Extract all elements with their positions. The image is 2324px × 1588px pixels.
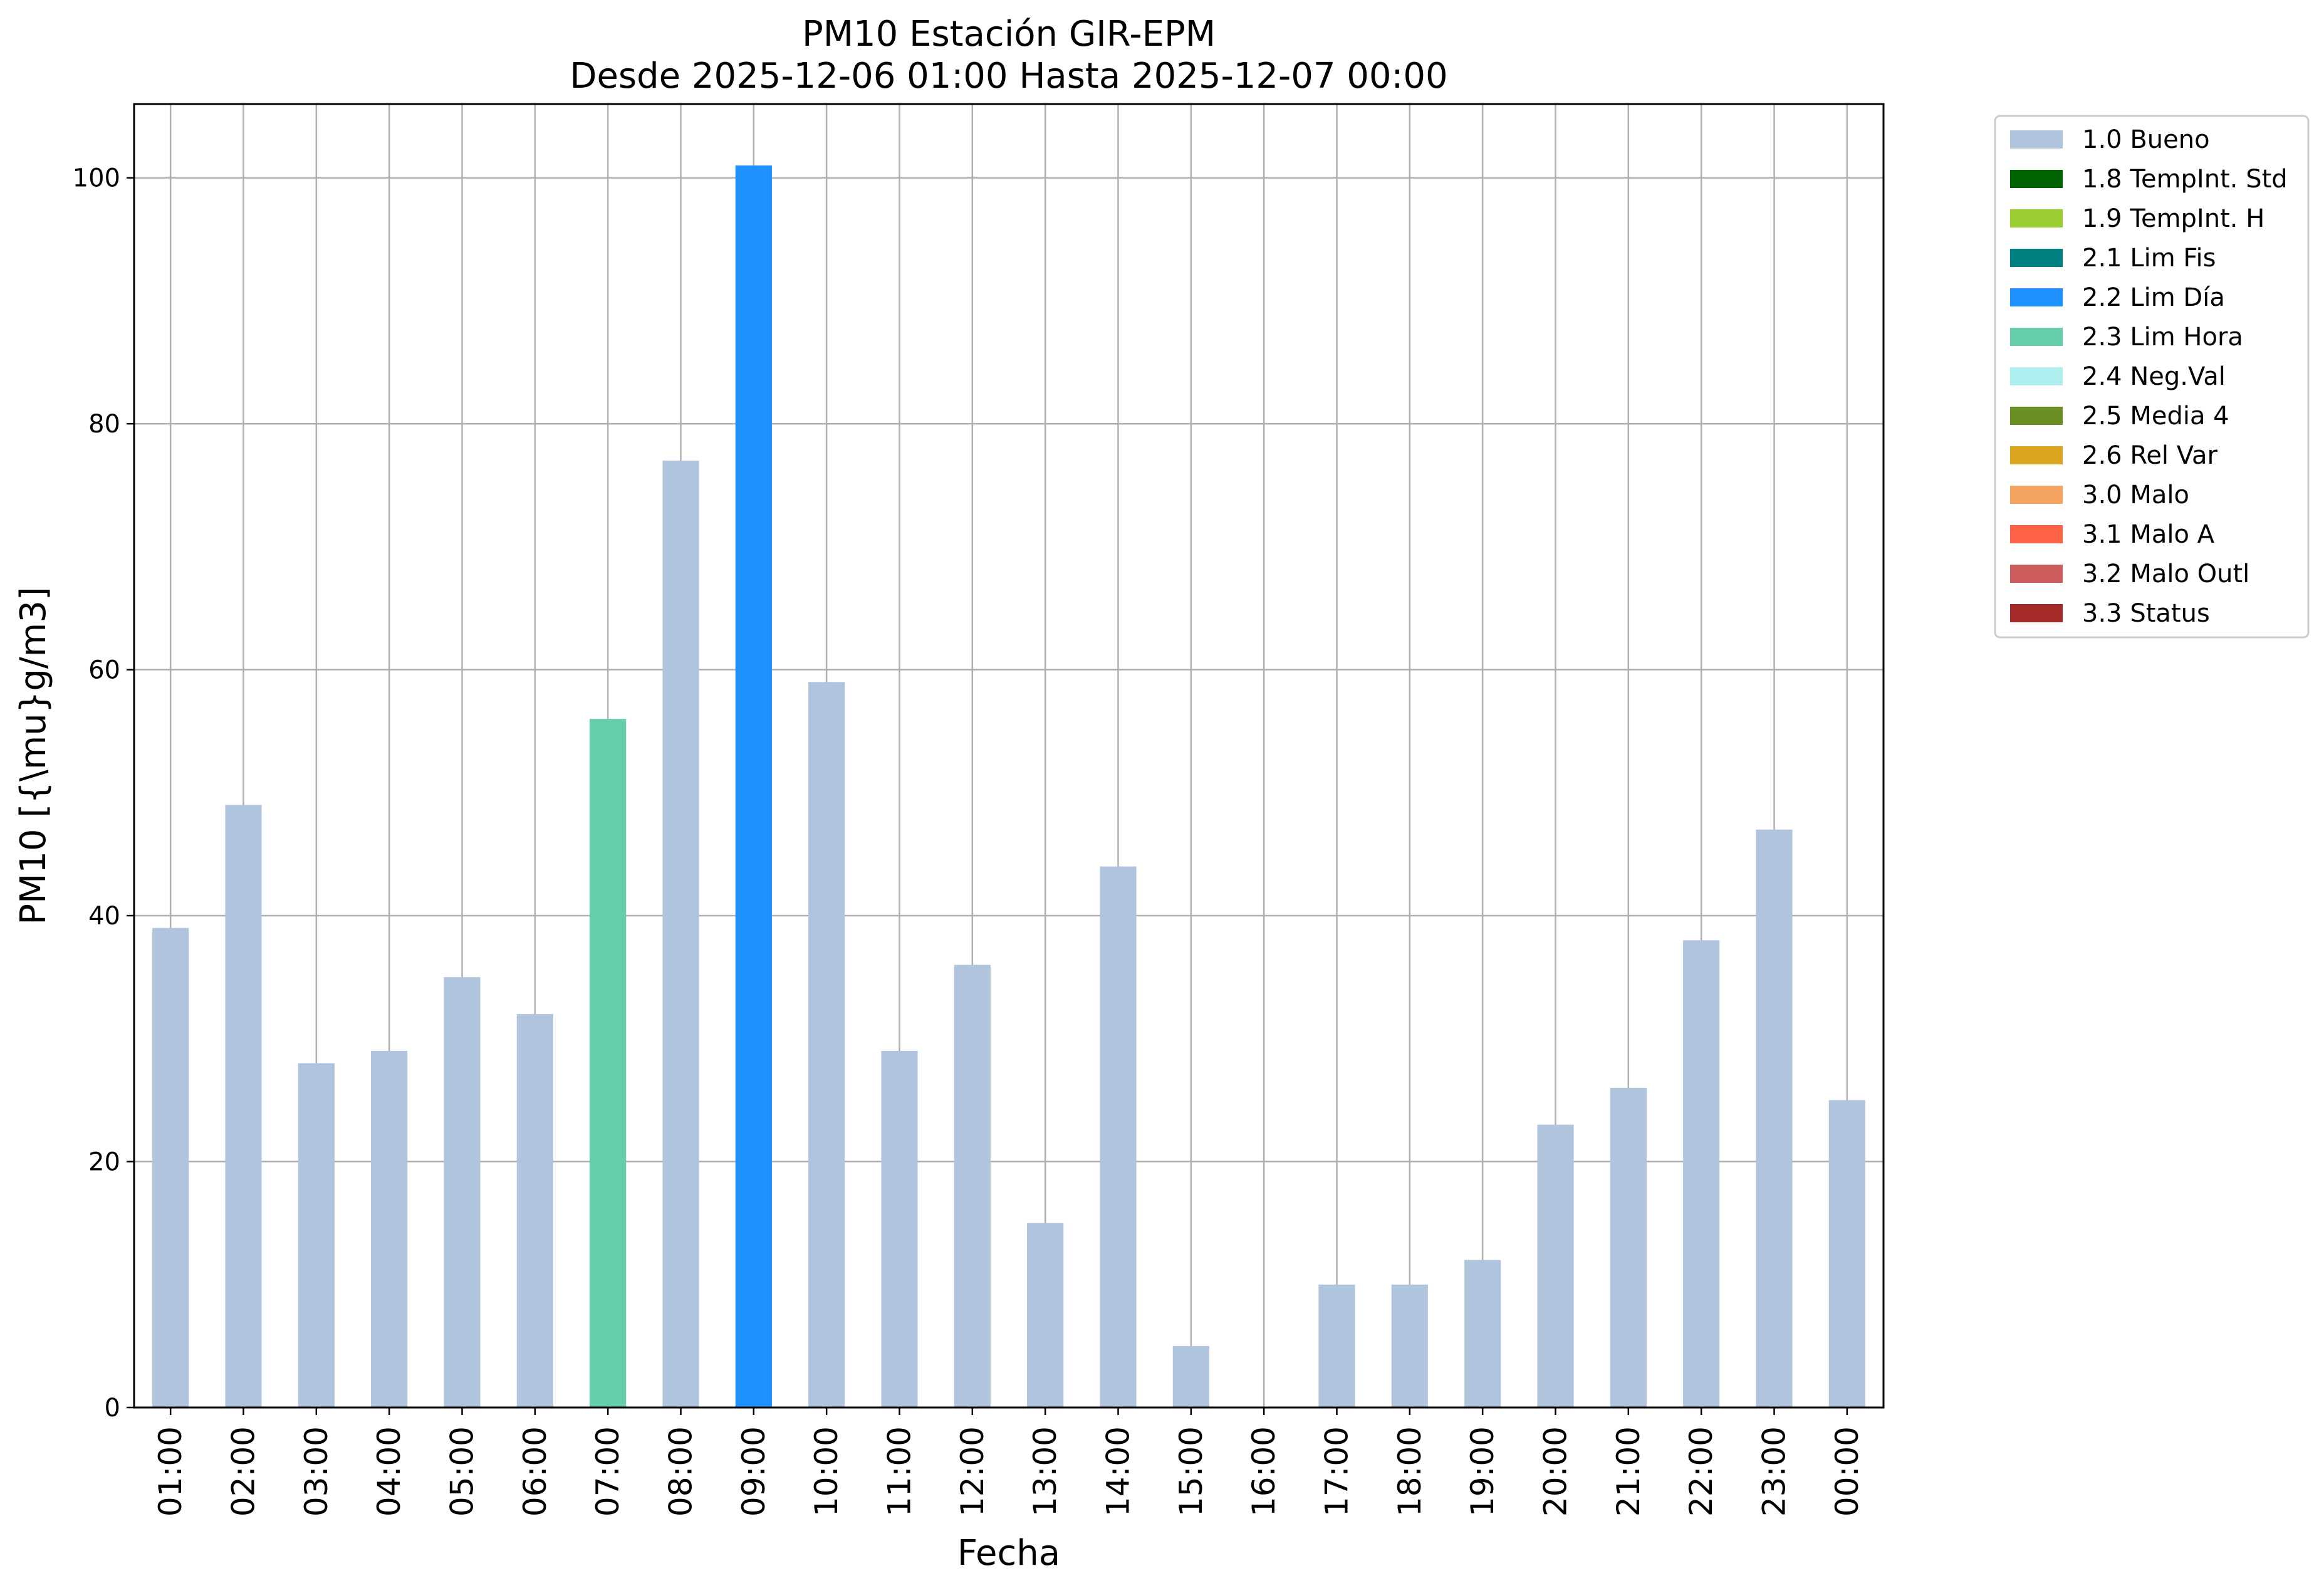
bar-1100	[881, 1050, 918, 1408]
legend-swatch	[2010, 525, 2063, 543]
legend: 1.0 Bueno 1.8 TempInt. Std 1.9 TempInt. H 2…	[1994, 115, 2310, 639]
bar-1400	[1100, 866, 1137, 1408]
x-tick-label: 08:00	[663, 1426, 699, 1517]
bar-0800	[662, 461, 699, 1408]
legend-swatch	[2010, 407, 2063, 425]
legend-label: 2.1 Lim Fis	[2082, 244, 2216, 273]
bar-1700	[1318, 1284, 1355, 1408]
x-tick-label: 13:00	[1027, 1426, 1063, 1517]
x-tick-label: 14:00	[1100, 1426, 1137, 1517]
legend-swatch	[2010, 130, 2063, 149]
bar-1200	[954, 964, 991, 1408]
legend-label: 2.6 Rel Var	[2082, 441, 2218, 470]
x-tick-label: 21:00	[1610, 1426, 1647, 1517]
legend-label: 2.3 Lim Hora	[2082, 323, 2243, 352]
legend-swatch	[2010, 170, 2063, 188]
x-tick-label: 03:00	[298, 1426, 335, 1517]
legend-label: 2.2 Lim Día	[2082, 283, 2225, 312]
bar-1300	[1027, 1223, 1064, 1408]
legend-label: 2.4 Neg.Val	[2082, 362, 2226, 391]
bar-series	[152, 165, 1865, 1408]
x-tick-label: 00:00	[1829, 1426, 1865, 1517]
legend-swatch	[2010, 565, 2063, 583]
bar-1800	[1391, 1284, 1428, 1408]
bar-0400	[371, 1050, 408, 1408]
y-axis-label: PM10 [{\mu}g/m3]	[13, 587, 54, 925]
bar-0300	[298, 1063, 335, 1408]
plot-frame	[133, 103, 1885, 1409]
y-tick-label: 20	[88, 1148, 120, 1177]
x-tick-label: 12:00	[954, 1426, 991, 1517]
x-tick-label: 09:00	[736, 1426, 772, 1517]
legend-swatch	[2010, 367, 2063, 385]
bar-0700	[590, 719, 627, 1408]
x-tick-label: 16:00	[1246, 1426, 1282, 1517]
legend-label: 3.3 Status	[2082, 599, 2210, 628]
legend-label: 1.9 TempInt. H	[2082, 204, 2264, 233]
x-tick-label: 22:00	[1683, 1426, 1719, 1517]
bar-2300	[1756, 829, 1793, 1408]
x-tick-label: 11:00	[882, 1426, 918, 1517]
bar-1000	[808, 682, 845, 1408]
legend-swatch	[2010, 249, 2063, 267]
legend-label: 3.2 Malo Outl	[2082, 560, 2249, 588]
legend-swatch	[2010, 486, 2063, 504]
bar-2000	[1537, 1124, 1574, 1408]
legend-label: 3.0 Malo	[2082, 481, 2189, 509]
bar-0000	[1828, 1100, 1865, 1408]
bar-2200	[1683, 940, 1720, 1408]
x-tick-label: 20:00	[1538, 1426, 1574, 1517]
chart-title: PM10 Estación GIR-EPM	[802, 14, 1216, 55]
x-tick-label: 04:00	[371, 1426, 407, 1517]
bar-0100	[152, 927, 189, 1408]
legend-frame	[1994, 115, 2310, 639]
bar-0600	[516, 1014, 553, 1408]
x-tick-label: 02:00	[226, 1426, 262, 1517]
legend-label: 2.5 Media 4	[2082, 402, 2229, 431]
legend-label: 3.1 Malo A	[2082, 520, 2215, 549]
x-tick-label: 10:00	[808, 1426, 845, 1517]
x-tick-label: 18:00	[1392, 1426, 1428, 1517]
bar-0500	[444, 977, 481, 1408]
legend-swatch	[2010, 446, 2063, 464]
x-tick-label: 23:00	[1756, 1426, 1793, 1517]
y-tick-label: 80	[88, 410, 120, 439]
legend-swatch	[2010, 328, 2063, 346]
bar-2100	[1610, 1087, 1647, 1408]
legend-swatch	[2010, 209, 2063, 227]
x-axis-label: Fecha	[957, 1533, 1060, 1574]
legend-label: 1.0 Bueno	[2082, 125, 2210, 154]
bar-1500	[1172, 1345, 1209, 1408]
x-axis-ticks: 01:00 02:00 03:00 04:00 05:00 06:00 07:00 08:00…	[152, 1408, 1865, 1517]
y-tick-label: 100	[73, 164, 120, 193]
y-tick-label: 60	[88, 656, 120, 685]
bar-0200	[225, 805, 262, 1408]
x-tick-label: 06:00	[517, 1426, 553, 1517]
x-tick-label: 01:00	[152, 1426, 189, 1517]
x-tick-label: 19:00	[1464, 1426, 1501, 1517]
bar-1900	[1464, 1260, 1501, 1408]
x-tick-label: 15:00	[1173, 1426, 1209, 1517]
legend-label: 1.8 TempInt. Std	[2082, 165, 2288, 194]
legend-swatch	[2010, 288, 2063, 306]
y-axis-ticks: 0 20 40 60 80 100	[73, 164, 134, 1423]
y-tick-label: 0	[105, 1394, 120, 1423]
x-tick-label: 07:00	[590, 1426, 626, 1517]
chart-subtitle: Desde 2025-12-06 01:00 Hasta 2025-12-07 …	[570, 56, 1447, 97]
x-tick-label: 05:00	[444, 1426, 481, 1517]
y-tick-label: 40	[88, 902, 120, 931]
legend-swatch	[2010, 604, 2063, 622]
x-tick-label: 17:00	[1319, 1426, 1355, 1517]
bar-0900	[735, 165, 772, 1408]
